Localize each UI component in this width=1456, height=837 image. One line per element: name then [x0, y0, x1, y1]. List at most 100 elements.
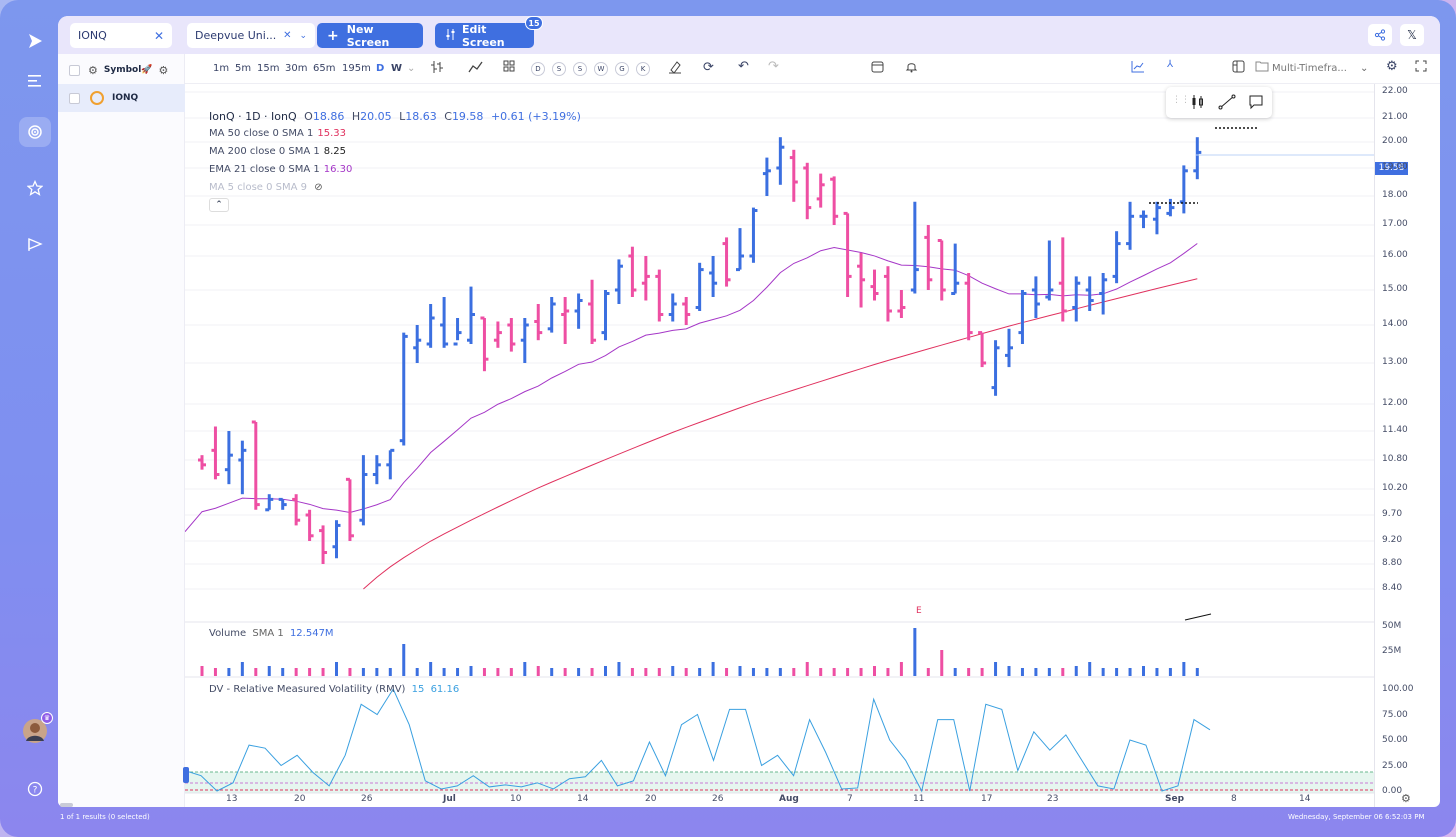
trendline-tool-icon[interactable] [1218, 94, 1236, 114]
ohlc-bar [359, 455, 368, 526]
select-all-checkbox[interactable] [69, 64, 80, 76]
chart-area[interactable]: IonQ · 1D · IonQ O18.86 H20.05 L18.63 C1… [183, 84, 1440, 807]
list-item[interactable]: IONQ [58, 84, 185, 112]
ohlc-bar [951, 243, 960, 295]
comment-tool-icon[interactable] [1248, 94, 1264, 114]
timeframe-5m[interactable]: 5m [235, 63, 252, 74]
timeframe-195m[interactable]: 195m [342, 63, 371, 74]
edit-screen-badge: 15 [525, 16, 543, 30]
timeframe-daily[interactable]: D [376, 63, 385, 74]
timeframe-weekly[interactable]: W [391, 63, 403, 74]
price-tick: 12.00 [1382, 398, 1408, 408]
ma200-legend[interactable]: MA 200 close 0 SMA 1 8.25 [209, 146, 346, 157]
help-icon[interactable]: ? [19, 774, 51, 804]
preset-g-button[interactable]: G [615, 62, 629, 76]
ohlc-bar [345, 477, 354, 541]
close-icon[interactable]: ✕ [283, 30, 292, 41]
volume-bar [778, 668, 782, 676]
price-tick: 22.00 [1382, 86, 1408, 96]
ma5-legend[interactable]: MA 5 close 0 SMA 9 ⊘ [209, 182, 323, 193]
ema21-legend[interactable]: EMA 21 close 0 SMA 1 16.30 [209, 164, 352, 175]
multi-timeframe-select[interactable]: Multi-Timefra... [1272, 63, 1347, 74]
volume-bar [792, 668, 796, 676]
ohlc-bar [830, 176, 839, 225]
earnings-marker[interactable]: E [916, 606, 922, 616]
edit-screen-button[interactable]: Edit Screen 15 [435, 16, 543, 49]
preset-d-button[interactable]: D [531, 62, 545, 76]
chevron-down-icon[interactable]: ⌄ [299, 30, 307, 41]
edit-screen-label: Edit Screen [462, 22, 505, 49]
ohlc-bar [386, 448, 395, 480]
star-icon[interactable] [19, 173, 51, 203]
rmv-tick: 100.00 [1382, 684, 1414, 694]
preset-s-button[interactable]: S [552, 62, 566, 76]
ohlc-bar [440, 297, 449, 348]
settings-gear-icon[interactable]: ⚙ [1386, 59, 1398, 74]
timeframe-1m[interactable]: 1m [213, 63, 230, 74]
share-icon[interactable] [1368, 24, 1392, 46]
preset-s2-button[interactable]: S [573, 62, 587, 76]
chart-view-icon[interactable] [1131, 60, 1145, 76]
volume-bar [509, 668, 513, 676]
calendar-icon[interactable] [871, 60, 884, 76]
ohlc-bar [561, 297, 570, 344]
indicators-icon[interactable] [468, 60, 484, 77]
menu-icon[interactable] [19, 66, 51, 96]
row-checkbox[interactable] [69, 92, 80, 104]
scroll-handle[interactable] [60, 803, 73, 807]
collapse-legend-button[interactable]: ⌃ [209, 198, 229, 212]
close-icon[interactable]: ✕ [153, 28, 164, 43]
time-tick: 7 [847, 794, 853, 804]
ohlc-bar [467, 286, 475, 344]
refresh-icon[interactable]: ⟳ [703, 60, 714, 75]
symbol-column-header[interactable]: Symbol [103, 65, 142, 75]
fullscreen-icon[interactable] [1415, 60, 1427, 75]
screener-icon[interactable] [19, 117, 51, 147]
symbol-tab[interactable]: IONQ ✕ [70, 23, 172, 48]
column-settings-icon[interactable]: ⚙ [158, 63, 169, 77]
alerts-flag-icon[interactable] [19, 229, 51, 259]
screen-tab[interactable]: Deepvue Uni... ✕ ⌄ [187, 23, 315, 48]
gear-icon[interactable]: ⚙ [88, 63, 98, 77]
ohlc-bar [870, 269, 879, 301]
chevron-down-icon[interactable]: ⌄ [1360, 63, 1369, 74]
candle-tool-icon[interactable] [1190, 94, 1206, 114]
bell-icon[interactable] [905, 60, 918, 76]
volume-sma: SMA 1 [252, 628, 284, 639]
logo-icon[interactable] [19, 26, 51, 56]
price-chart[interactable] [185, 84, 1374, 807]
layout-icon[interactable] [1232, 60, 1245, 76]
hidden-eye-icon[interactable]: ⊘ [314, 182, 323, 193]
chevron-down-icon[interactable]: ⌄ [407, 63, 416, 74]
network-icon[interactable]: ⅄ [1167, 59, 1174, 70]
time-tick: 11 [913, 794, 925, 804]
redo-icon[interactable]: ↷ [768, 59, 779, 74]
price-axis[interactable]: 19.58 50M 25M 100.00 75.00 50.00 25.00 0… [1374, 84, 1440, 807]
volume-bar [725, 668, 729, 676]
timeframe-65m[interactable]: 65m [313, 63, 336, 74]
x-twitter-icon[interactable]: 𝕏 [1400, 24, 1424, 46]
volume-bar [630, 668, 634, 676]
bar-style-icon[interactable] [430, 60, 444, 77]
ma50-legend[interactable]: MA 50 close 0 SMA 1 15.33 [209, 128, 346, 139]
volume-legend[interactable]: Volume SMA 1 12.547M [209, 628, 334, 639]
new-screen-button[interactable]: + New Screen [317, 23, 423, 49]
axis-settings-icon[interactable]: ⚙ [1401, 792, 1411, 805]
folder-icon[interactable] [1255, 60, 1269, 75]
drag-handle-icon[interactable]: ⋮⋮ [1172, 95, 1190, 105]
volume-bar [456, 668, 460, 676]
avatar[interactable]: ♛ [19, 712, 53, 746]
ohlc-bar [305, 509, 314, 541]
layout-grid-icon[interactable] [503, 60, 515, 75]
undo-icon[interactable]: ↶ [738, 59, 749, 74]
preset-w-button[interactable]: W [594, 62, 608, 76]
timeframe-15m[interactable]: 15m [257, 63, 280, 74]
eraser-icon[interactable] [668, 60, 682, 77]
symbol-tab-label: IONQ [78, 29, 107, 42]
left-nav: ♛ ? [10, 16, 58, 821]
preset-k-button[interactable]: K [636, 62, 650, 76]
pane-handle[interactable] [183, 767, 189, 783]
rmv-legend[interactable]: DV - Relative Measured Volatility (RMV) … [209, 684, 459, 695]
timeframe-30m[interactable]: 30m [285, 63, 308, 74]
time-tick: 8 [1231, 794, 1237, 804]
